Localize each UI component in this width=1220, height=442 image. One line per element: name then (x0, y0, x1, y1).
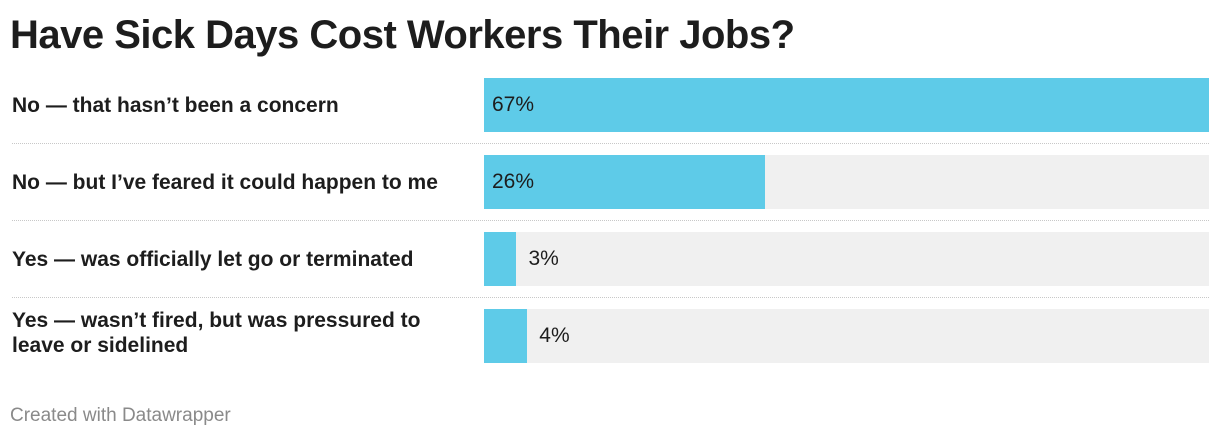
value-label: 4% (539, 324, 570, 347)
value-label: 67% (492, 93, 535, 116)
bar-track: 26% (484, 155, 1209, 209)
credit-text: Created with Datawrapper (10, 405, 231, 426)
bar-track: 67% (484, 78, 1209, 132)
category-label: No — that hasn’t been a concern (12, 93, 339, 117)
bar (484, 155, 766, 209)
row-divider (12, 297, 1209, 298)
value-label: 26% (492, 170, 535, 193)
bar (484, 232, 517, 286)
bar-track: 4% (484, 309, 1209, 363)
chart-title: Have Sick Days Cost Workers Their Jobs? (10, 13, 795, 57)
bar-track: 3% (484, 232, 1209, 286)
category-label: Yes — was officially let go or terminate… (12, 247, 414, 271)
bar (484, 309, 528, 363)
row-divider (12, 220, 1209, 221)
bar (484, 78, 1209, 132)
category-label: No — but I’ve feared it could happen to … (12, 170, 438, 194)
category-label: Yes — wasn’t fired, but was pressured to… (12, 309, 421, 357)
value-label: 3% (528, 247, 559, 270)
row-divider (12, 143, 1209, 144)
